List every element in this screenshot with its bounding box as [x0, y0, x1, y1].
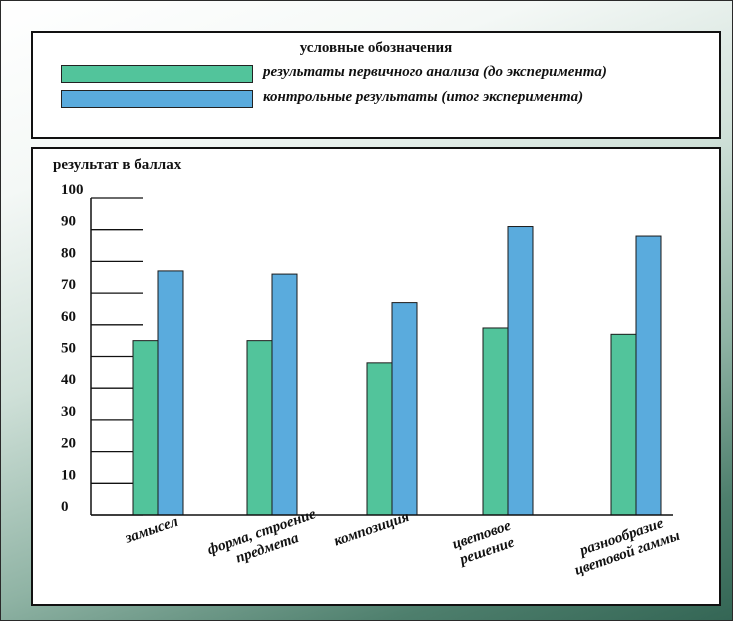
legend-label-baseline: результаты первичного анализа (до экспер…	[263, 64, 607, 80]
y-tick-label: 60	[61, 309, 76, 325]
y-tick-label: 100	[61, 182, 84, 198]
chart-box: 0 10 20 30 40 50 60 70 80 90 100 замысел форма, стр…	[31, 147, 721, 606]
legend-label-control: контрольные результаты (итог эксперимент…	[263, 89, 584, 105]
x-tick-label: замысел	[122, 514, 180, 547]
y-tick-label: 80	[61, 245, 76, 261]
legend-swatch-control	[61, 90, 253, 108]
bar-baseline	[132, 340, 159, 516]
x-tick-label: цветовоерешение	[450, 518, 519, 569]
y-tick-label: 70	[61, 277, 76, 293]
y-tick-label: 50	[61, 341, 76, 357]
bar-baseline	[246, 340, 273, 516]
bar-control	[507, 226, 534, 516]
bar-control	[271, 273, 298, 516]
bar-control	[391, 302, 418, 516]
bar-baseline	[482, 327, 509, 516]
bar-chart: 0 10 20 30 40 50 60 70 80 90 100 замысел форма, стр…	[53, 157, 682, 579]
legend-swatch-baseline	[61, 65, 253, 83]
legend-box: условные обозначения результаты первично…	[31, 31, 721, 139]
y-tick-label: 30	[61, 404, 76, 420]
x-tick-label-line: замысел	[122, 514, 180, 547]
x-tick-label: разнообразиецветовой гаммы	[567, 512, 682, 579]
bar-baseline	[610, 333, 637, 516]
y-tick-label: 20	[61, 436, 76, 452]
y-tick-label: 10	[61, 467, 76, 483]
legend-title: условные обозначения	[299, 40, 453, 56]
bar-control	[635, 235, 662, 516]
y-tick-label: 90	[61, 214, 76, 230]
y-tick-label: 40	[61, 372, 76, 388]
y-axis-title: результат в баллах	[53, 157, 182, 173]
x-tick-label: форма, строениепредмета	[205, 506, 323, 574]
bar-baseline	[366, 362, 393, 516]
bar-control	[157, 270, 184, 516]
y-tick-label: 0	[61, 499, 69, 515]
